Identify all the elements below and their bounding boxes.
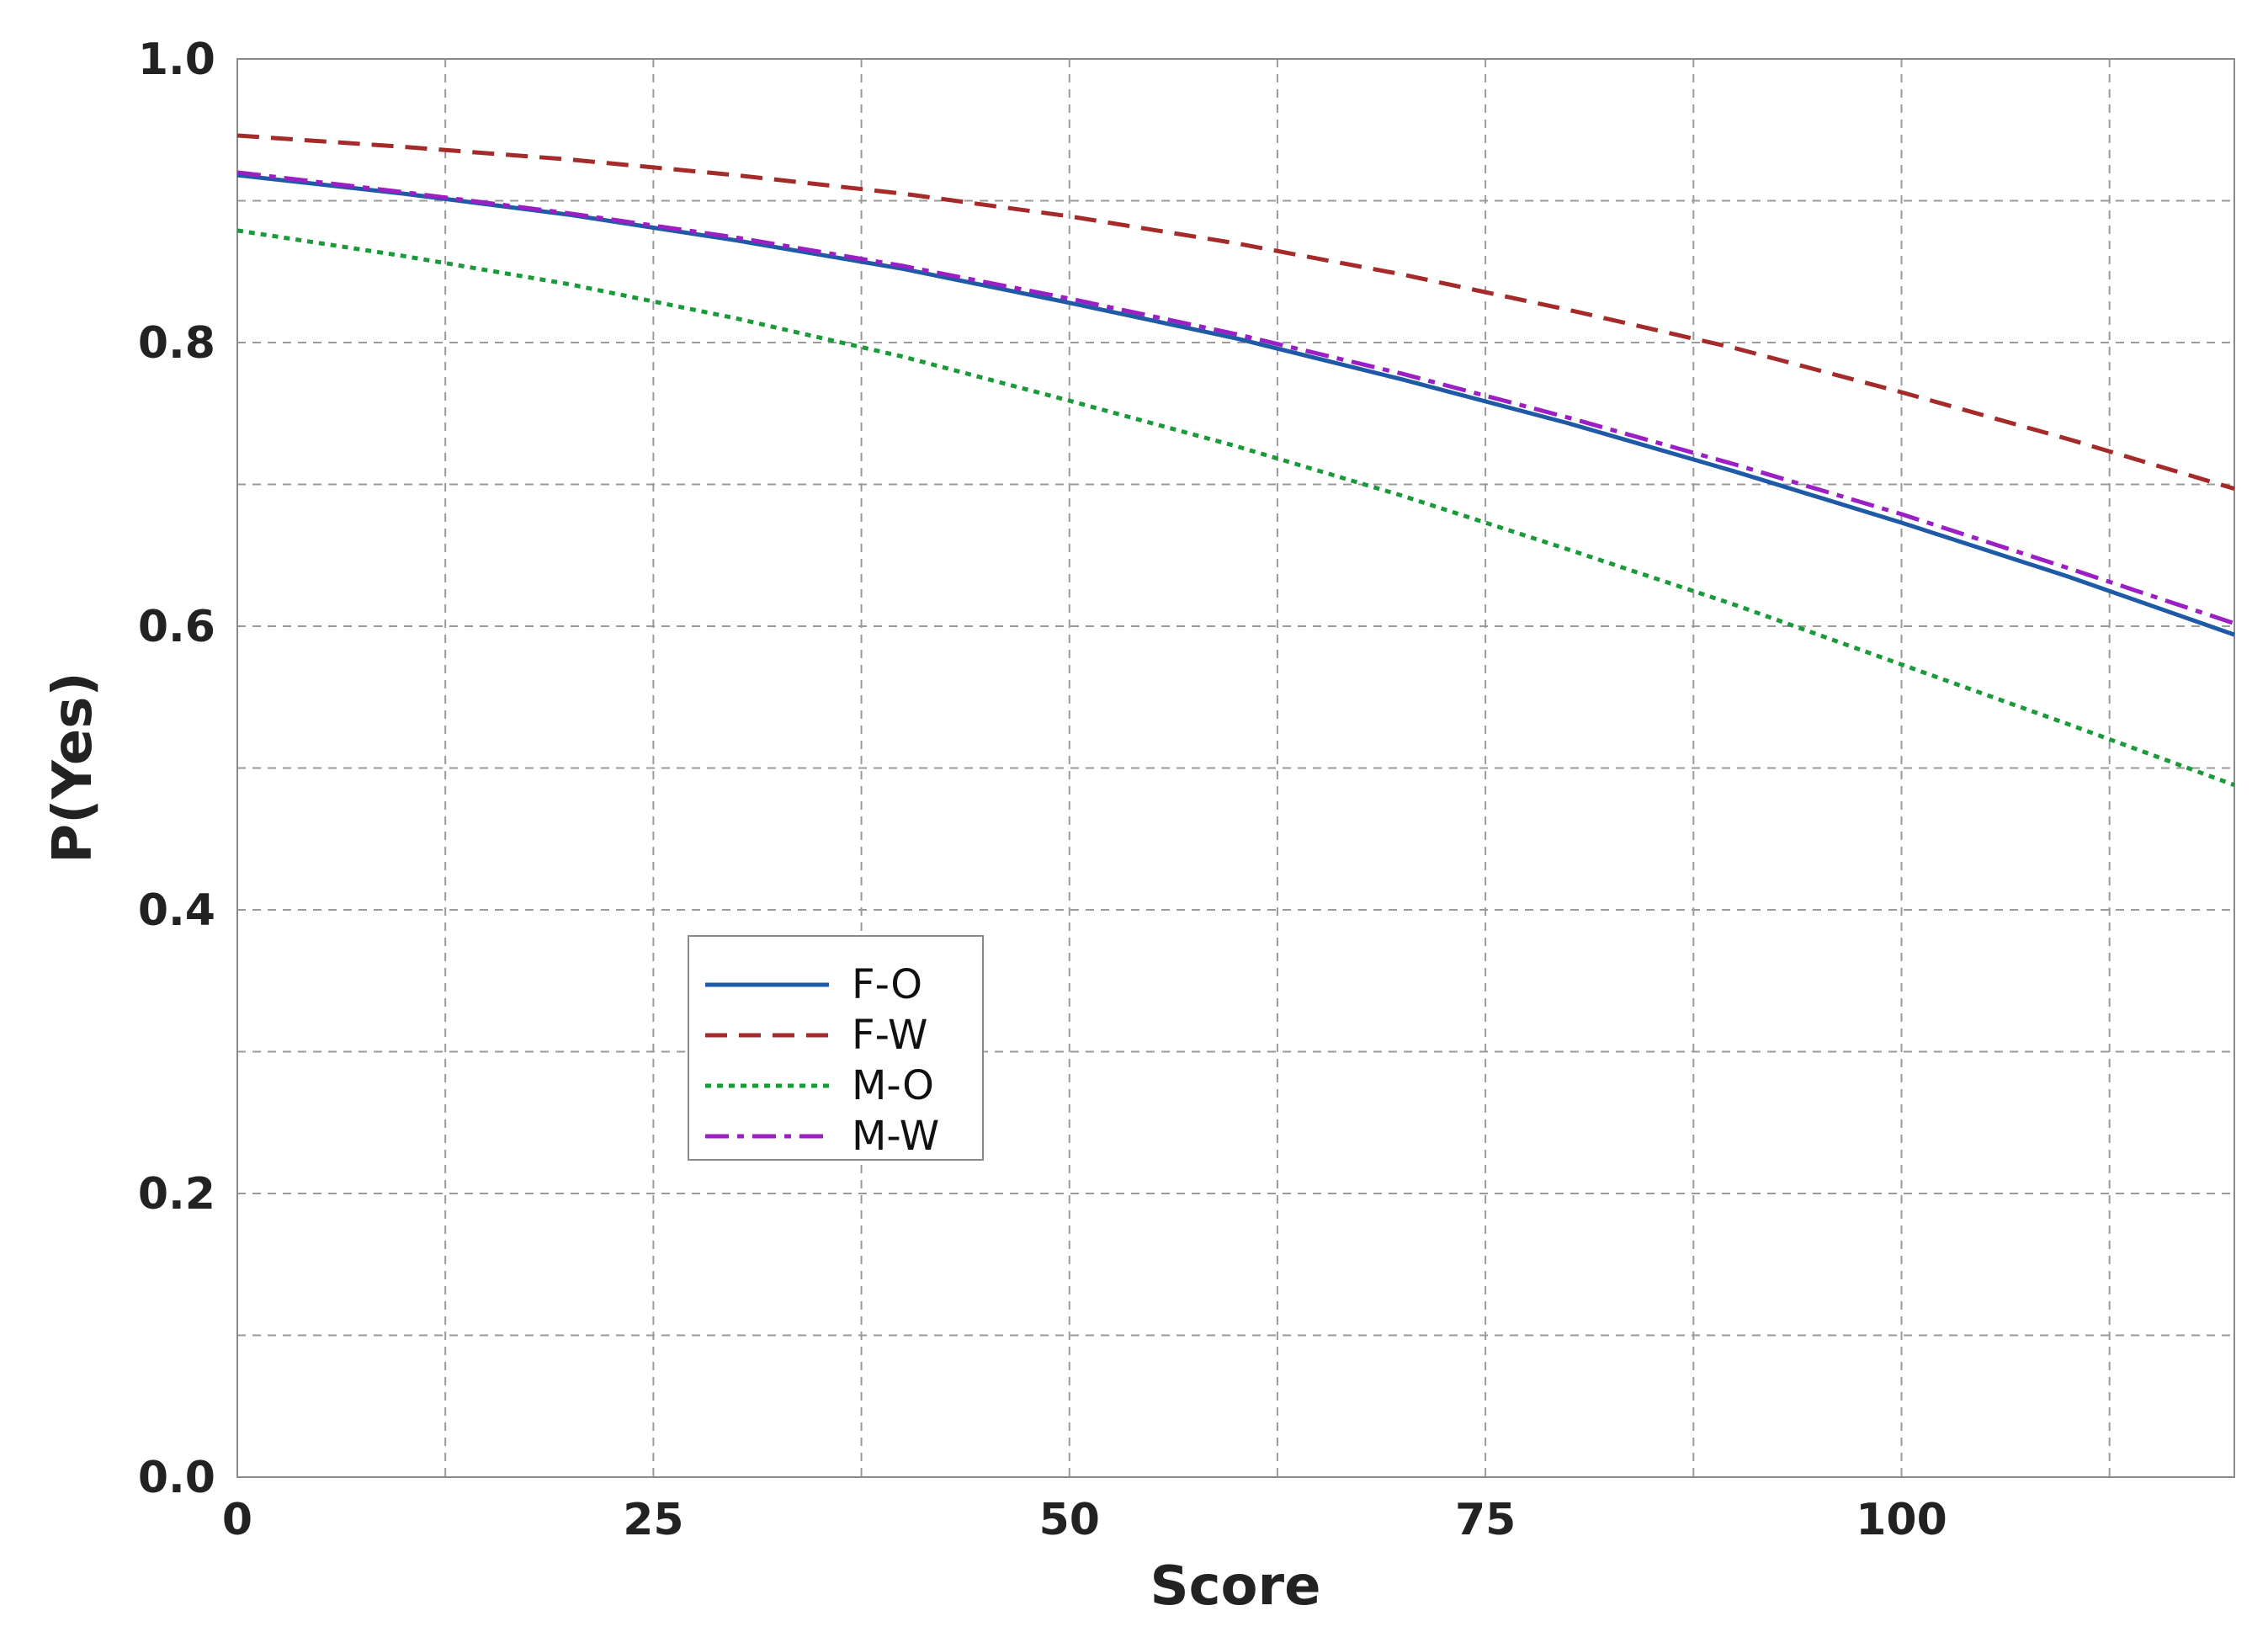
series-line-m-w [236,170,2235,625]
series-layer [236,133,2235,788]
y-axis-title: P(Yes) [42,672,104,863]
x-axis-title: Score [1150,1555,1321,1618]
y-tick-label: 0.0 [138,1453,215,1503]
y-tick-label: 0.2 [138,1169,215,1220]
x-tick-label: 75 [1455,1495,1516,1545]
x-tick-label: 100 [1856,1495,1947,1545]
legend-label-f-o: F-O [852,961,922,1008]
y-tick-label: 1.0 [138,35,215,85]
legend-label-f-w: F-W [852,1012,927,1059]
plot-frame [236,58,2235,1478]
legend: F-OF-WM-OM-W [688,935,984,1161]
legend-box [688,935,984,1161]
x-tick-label: 0 [222,1495,252,1545]
series-line-m-o [236,228,2235,788]
series-line-f-w [236,133,2235,491]
x-tick-label: 50 [1039,1495,1100,1545]
y-tick-label: 0.6 [138,602,215,652]
legend-label-m-o: M-O [852,1062,934,1109]
x-axis-ticks: 0 25 50 75 100 [222,1495,1947,1545]
legend-label-m-w: M-W [852,1113,939,1160]
y-axis-ticks: 0.0 0.2 0.4 0.6 0.8 1.0 [138,35,215,1503]
y-tick-label: 0.8 [138,318,215,369]
y-tick-label: 0.4 [138,885,215,936]
legend-items: F-OF-WM-OM-W [705,961,939,1160]
x-tick-label: 25 [623,1495,683,1545]
